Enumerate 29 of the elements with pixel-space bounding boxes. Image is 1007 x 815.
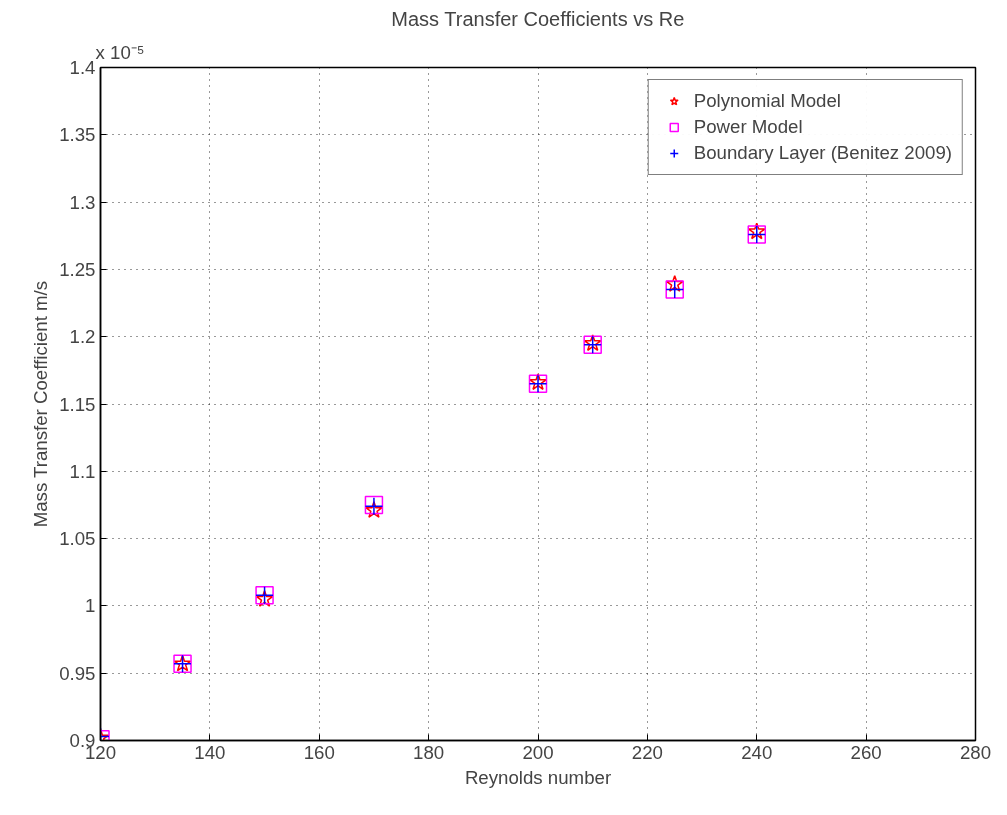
y-tick-label: 1.1 [69,460,96,482]
x-tick-label: 140 [194,741,226,763]
x-tick-label: 260 [850,741,882,763]
y-tick-label: 1.15 [59,393,96,415]
y-tick-label: 0.95 [59,662,96,684]
x-tick-label: 240 [741,741,773,763]
x-tick-label: 160 [303,741,335,763]
y-axis-title: Mass Transfer Coefficient m/s [30,280,52,528]
point [255,589,274,607]
y-tick-label: 1.3 [69,191,96,213]
point [747,222,766,240]
y-tick-label: 1.25 [59,258,96,280]
x-tick-label: 280 [959,741,992,763]
y-tick-label: 1.4 [69,57,96,78]
x-tick-label: 220 [631,741,663,763]
chart-title: Mass Transfer Coefficients vs Re [391,7,685,30]
legend-label: Power Model [693,116,803,138]
point [665,274,684,292]
y-tick-label: 1.05 [59,528,96,550]
y-tick-label: 1.2 [69,326,96,348]
point [365,501,383,518]
legend-label: Boundary Layer (Benitez 2009) [693,142,952,164]
y-tick-label: 1.35 [59,124,96,146]
legend-label: Polynomial Model [693,90,841,112]
x-tick-label: 180 [413,741,445,763]
x-axis-title: Reynolds number [464,766,612,788]
text: x 10⁻⁵ [95,41,145,63]
x-tick-label: 200 [522,741,554,763]
y-tick-label: 1 [85,595,96,617]
